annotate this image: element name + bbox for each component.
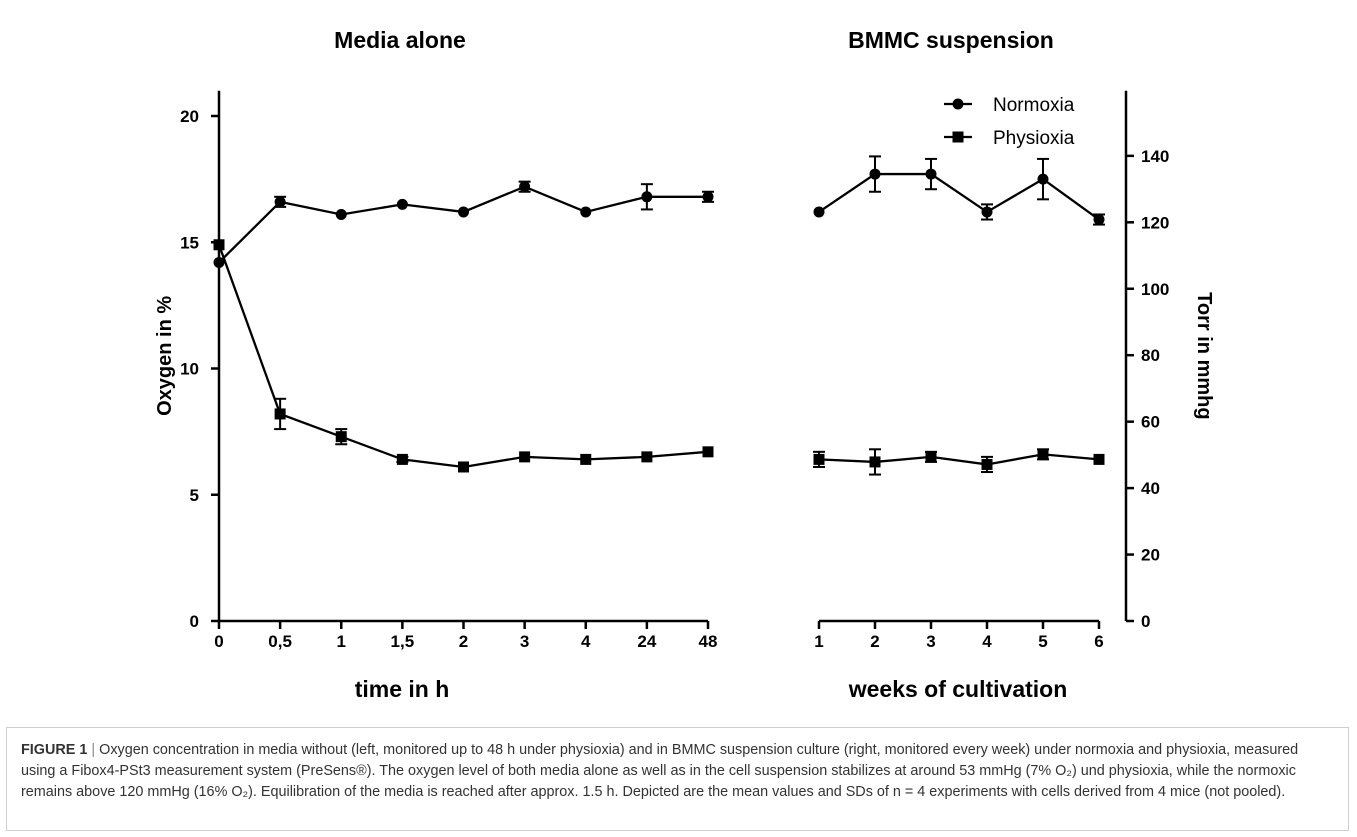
left-physioxia-point	[580, 453, 592, 465]
right-normoxia-line	[818, 172, 1100, 221]
left-physioxia-point	[641, 451, 653, 463]
left-normoxia-point	[641, 191, 653, 203]
left-normoxia-point	[580, 206, 592, 218]
left-x-tick-label: 2	[459, 632, 468, 651]
left-physioxia-point	[458, 461, 469, 473]
right-physioxia-point	[925, 451, 937, 463]
left-physioxia-point	[213, 239, 225, 251]
left-y-tick-label: 10	[180, 360, 199, 379]
right-normoxia-point	[1037, 173, 1049, 185]
legend-label-normoxia: Normoxia	[993, 95, 1075, 116]
right-panel-title: BMMC suspension	[848, 27, 1054, 53]
left-x-tick-label: 0,5	[268, 632, 292, 651]
right-y-tick-label: 20	[1141, 546, 1160, 565]
left-normoxia-point	[458, 206, 469, 218]
caption-text: Oxygen concentration in media without (l…	[21, 742, 1299, 800]
right-x-tick-label: 6	[1094, 632, 1103, 651]
right-normoxia-point	[981, 206, 993, 218]
left-physioxia-point	[396, 453, 408, 465]
left-y-tick-label: 5	[190, 486, 199, 505]
right-physioxia-point	[869, 456, 881, 468]
right-physioxia-point	[981, 458, 993, 470]
left-y-axis-label: Oxygen in %	[154, 296, 176, 416]
right-physioxia-point	[1093, 453, 1105, 465]
right-normoxia-point	[813, 206, 825, 218]
right-physioxia-point	[1037, 448, 1049, 460]
left-normoxia-point	[335, 208, 347, 220]
left-physioxia-point	[702, 446, 714, 458]
left-normoxia-point	[274, 196, 286, 208]
right-normoxia-point	[1093, 214, 1105, 226]
right-x-axis-label: weeks of cultivation	[848, 676, 1068, 702]
right-y-tick-label: 120	[1141, 213, 1169, 232]
caption-separator: |	[91, 742, 96, 758]
right-normoxia-point	[869, 168, 881, 180]
left-x-tick-label: 4	[581, 632, 591, 651]
right-y-tick-label: 40	[1141, 479, 1160, 498]
left-physioxia-point	[335, 431, 347, 443]
figure-caption: FIGURE 1 | Oxygen concentration in media w…	[6, 727, 1349, 831]
left-normoxia-line	[218, 185, 708, 264]
left-x-tick-label: 1	[337, 632, 346, 651]
right-physioxia-point	[813, 453, 825, 465]
right-normoxia-point	[925, 168, 937, 180]
right-x-tick-label: 1	[814, 632, 823, 651]
left-x-tick-label: 24	[637, 632, 656, 651]
left-panel-title: Media alone	[334, 27, 466, 53]
right-y-tick-label: 140	[1141, 147, 1169, 166]
left-x-tick-label: 0	[214, 632, 223, 651]
right-x-tick-label: 3	[926, 632, 935, 651]
left-normoxia-point	[396, 198, 408, 210]
right-y-axis-label: Torr in mmhg	[1193, 292, 1215, 419]
right-x-tick-label: 2	[870, 632, 879, 651]
right-x-tick-label: 4	[982, 632, 992, 651]
figure-label: FIGURE 1	[21, 742, 88, 758]
left-physioxia-line	[217, 244, 709, 469]
left-physioxia-point	[519, 451, 531, 463]
left-x-tick-label: 48	[699, 632, 718, 651]
right-y-tick-label: 60	[1141, 413, 1160, 432]
right-x-tick-label: 5	[1038, 632, 1047, 651]
left-x-axis-label: time in h	[355, 676, 450, 702]
left-normoxia-point	[213, 256, 225, 268]
left-y-tick-label: 15	[180, 233, 199, 252]
left-y-tick-label: 0	[190, 612, 199, 631]
left-physioxia-point	[274, 408, 286, 420]
right-y-tick-label: 80	[1141, 346, 1160, 365]
legend-marker-physioxia	[952, 131, 964, 143]
legend-marker-normoxia	[952, 98, 964, 110]
left-normoxia-point	[519, 181, 531, 193]
right-physioxia-line	[818, 453, 1100, 466]
left-y-tick-label: 20	[180, 107, 199, 126]
right-y-tick-label: 100	[1141, 280, 1169, 299]
left-x-tick-label: 3	[520, 632, 529, 651]
legend-label-physioxia: Physioxia	[993, 128, 1075, 149]
right-y-tick-label: 0	[1141, 612, 1150, 631]
left-normoxia-point	[702, 191, 714, 203]
left-x-tick-label: 1,5	[391, 632, 415, 651]
